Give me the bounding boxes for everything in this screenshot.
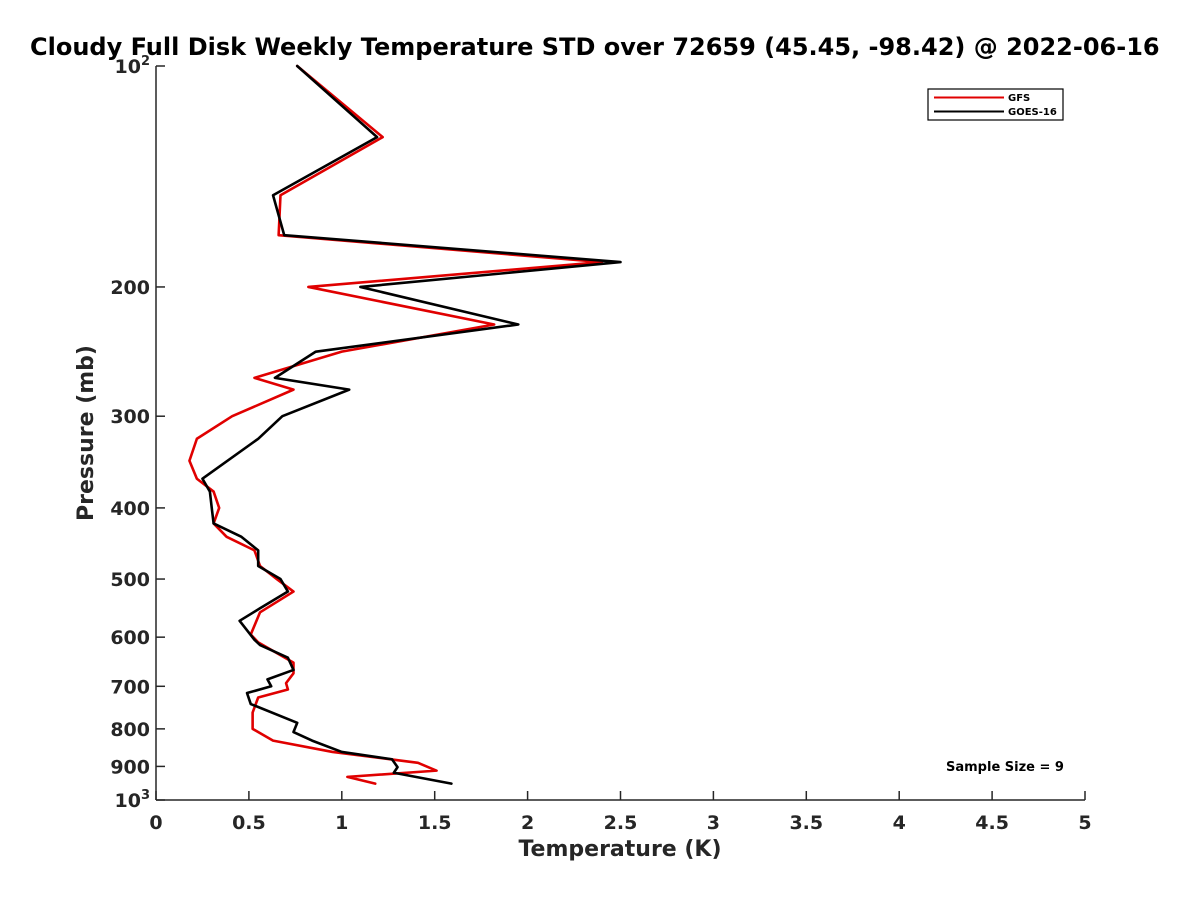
y-tick-label: 700 (110, 676, 150, 698)
x-tick-label: 5 (1078, 812, 1091, 834)
series-line-goes16 (201, 64, 622, 785)
y-tick-label: 600 (110, 627, 150, 649)
y-tick-label: 300 (110, 406, 150, 428)
x-tick-label: 1.5 (418, 812, 452, 834)
legend-box (927, 88, 1064, 121)
x-tick-label: 4.5 (975, 812, 1009, 834)
x-tick-label: 4 (893, 812, 906, 834)
x-tick-label: 0 (149, 812, 162, 834)
legend-label-gfs: GFS (1008, 93, 1030, 104)
x-ticks: 0 0.5 1 1.5 2 2.5 3 3.5 4 4.5 5 (149, 791, 1092, 834)
x-tick-label: 3.5 (789, 812, 823, 834)
y-tick-label: 200 (110, 277, 150, 299)
x-tick-label: 3 (707, 812, 720, 834)
x-tick-label: 0.5 (232, 812, 266, 834)
x-tick-label: 2 (521, 812, 534, 834)
legend-label-goes16: GOES-16 (1008, 107, 1057, 118)
y-tick-label: 102 (115, 54, 151, 78)
chart-title: Cloudy Full Disk Weekly Temperature STD … (30, 33, 1160, 61)
y-tick-label: 500 (110, 569, 150, 591)
y-tick-label: 103 (115, 788, 151, 812)
y-tick-label: 800 (110, 719, 150, 741)
y-axis-label: Pressure (mb) (74, 345, 99, 521)
legend: GFS GOES-16 (927, 88, 1064, 121)
y-tick-label: 900 (110, 756, 150, 778)
y-ticks: 102 200 300 400 500 600 700 800 900 103 (110, 54, 165, 812)
series-layer (188, 64, 622, 785)
x-axis-label: Temperature (K) (518, 837, 721, 862)
sample-size-annotation: Sample Size = 9 (946, 760, 1064, 775)
y-tick-label: 400 (110, 498, 150, 520)
x-tick-label: 2.5 (604, 812, 638, 834)
x-tick-label: 1 (335, 812, 348, 834)
